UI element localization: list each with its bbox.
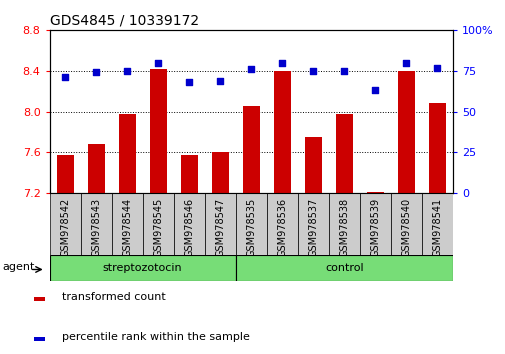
Point [247,66,255,72]
Bar [205,193,235,255]
Bar [80,193,112,255]
Bar [180,155,197,193]
Bar [273,71,290,193]
Point [185,79,193,85]
Text: GSM978547: GSM978547 [215,198,225,257]
Bar [235,255,452,281]
Text: GSM978538: GSM978538 [339,198,348,257]
Point [339,68,347,74]
Text: GSM978545: GSM978545 [153,198,163,257]
Bar [34,297,45,301]
Bar [335,114,352,193]
Point [154,60,162,65]
Point [216,78,224,84]
Point [278,60,286,65]
Bar [118,114,135,193]
Text: agent: agent [3,262,35,272]
Bar [397,71,414,193]
Bar [87,144,105,193]
Text: percentile rank within the sample: percentile rank within the sample [62,332,249,342]
Bar [359,193,390,255]
Bar [211,152,228,193]
Bar [266,193,297,255]
Bar [328,193,359,255]
Text: GSM978542: GSM978542 [60,198,70,257]
Bar [57,155,74,193]
Text: GSM978546: GSM978546 [184,198,194,257]
Text: GSM978539: GSM978539 [370,198,380,257]
Text: GSM978541: GSM978541 [431,198,441,257]
Point [401,60,410,65]
Bar [34,337,45,341]
Point [61,74,69,80]
Point [432,65,440,70]
Point [309,68,317,74]
Text: transformed count: transformed count [62,292,165,302]
Text: GSM978537: GSM978537 [308,198,318,257]
Bar [49,255,235,281]
Bar [428,103,445,193]
Bar [366,192,383,193]
Point [92,70,100,75]
Bar [112,193,142,255]
Text: GSM978535: GSM978535 [246,198,256,257]
Bar [173,193,205,255]
Bar [235,193,266,255]
Text: GSM978543: GSM978543 [91,198,101,257]
Bar [297,193,328,255]
Text: control: control [324,263,363,273]
Point [371,87,379,93]
Bar [142,193,173,255]
Bar [304,137,321,193]
Bar [390,193,421,255]
Bar [242,107,259,193]
Text: GDS4845 / 10339172: GDS4845 / 10339172 [49,13,198,28]
Text: GSM978536: GSM978536 [277,198,287,257]
Bar [49,193,80,255]
Bar [421,193,452,255]
Point [123,68,131,74]
Text: streptozotocin: streptozotocin [103,263,182,273]
Bar [149,69,166,193]
Text: GSM978540: GSM978540 [400,198,411,257]
Text: GSM978544: GSM978544 [122,198,132,257]
